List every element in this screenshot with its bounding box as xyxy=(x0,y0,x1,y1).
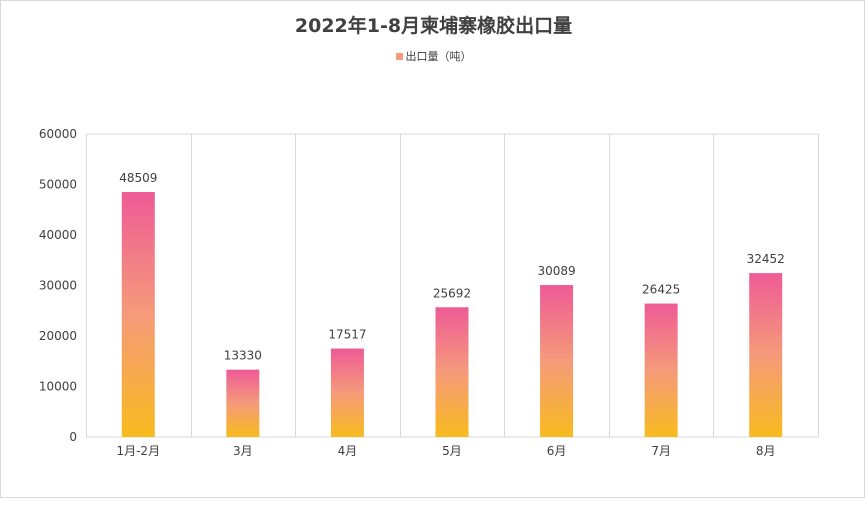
bar-value-label: 32452 xyxy=(747,252,785,266)
y-tick-label: 30000 xyxy=(39,279,77,293)
y-tick-label: 60000 xyxy=(39,127,77,141)
x-tick-label: 3月 xyxy=(233,444,253,458)
x-tick-label: 7月 xyxy=(651,444,671,458)
bar xyxy=(540,285,574,437)
bar-value-label: 25692 xyxy=(433,286,471,300)
bars xyxy=(121,192,783,437)
y-tick-label: 10000 xyxy=(39,380,77,394)
x-tick-label: 1月-2月 xyxy=(116,444,160,458)
y-tick-label: 40000 xyxy=(39,228,77,242)
bar xyxy=(749,273,783,437)
y-tick-label: 50000 xyxy=(39,178,77,192)
x-tick-label: 6月 xyxy=(547,444,567,458)
bar xyxy=(226,369,260,437)
bar-value-label: 13330 xyxy=(224,349,262,363)
x-tick-label: 4月 xyxy=(338,444,358,458)
bar-value-label: 17517 xyxy=(328,328,366,342)
chart-legend: 出口量（吨） xyxy=(1,48,865,64)
x-axis-ticks: 1月-2月 3月 4月 5月 6月 7月 8月 xyxy=(116,444,775,458)
y-axis-ticks: 0 10000 20000 30000 40000 50000 60000 xyxy=(39,127,77,444)
data-labels: 48509 13330 17517 25692 30089 26425 32452 xyxy=(119,171,785,363)
bar xyxy=(121,192,155,437)
x-tick-label: 8月 xyxy=(756,444,776,458)
bar-value-label: 48509 xyxy=(119,171,157,185)
bar xyxy=(435,307,469,437)
chart-title: 2022年1-8月柬埔寨橡胶出口量 xyxy=(294,15,573,37)
bar-value-label: 30089 xyxy=(537,264,575,278)
x-tick-label: 5月 xyxy=(442,444,462,458)
y-tick-label: 20000 xyxy=(39,329,77,343)
bar xyxy=(330,348,364,437)
y-tick-label: 0 xyxy=(69,430,77,444)
bar xyxy=(644,303,678,437)
legend-swatch xyxy=(395,53,403,60)
bar-value-label: 26425 xyxy=(642,283,680,297)
legend-label: 出口量（吨） xyxy=(405,50,472,63)
grid-lines xyxy=(86,133,819,438)
